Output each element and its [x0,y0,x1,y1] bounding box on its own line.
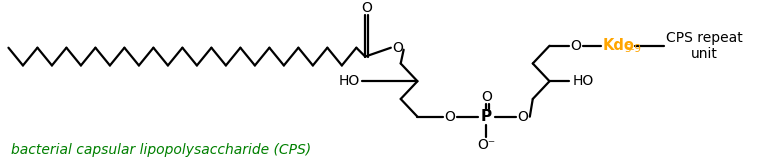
Text: P: P [481,109,492,124]
Text: HO: HO [339,74,361,88]
Text: 5-9: 5-9 [624,44,642,54]
Text: Kdo: Kdo [603,38,635,53]
Text: O: O [517,110,529,124]
Text: O: O [361,1,371,15]
Text: O: O [392,41,403,55]
Text: O⁻: O⁻ [478,138,496,152]
Text: O: O [445,110,455,124]
Text: O: O [481,90,492,104]
Text: HO: HO [572,74,594,88]
Text: CPS repeat
unit: CPS repeat unit [665,31,743,61]
Text: O: O [571,39,581,53]
Text: bacterial capsular lipopolysaccharide (CPS): bacterial capsular lipopolysaccharide (C… [11,143,312,157]
